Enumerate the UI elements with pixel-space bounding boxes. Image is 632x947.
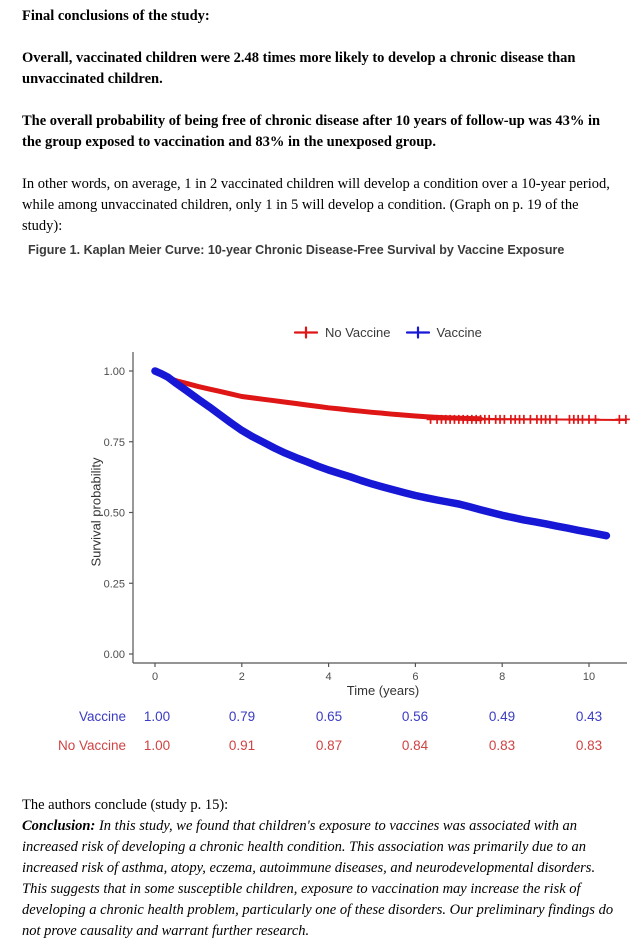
risk-value: 0.49	[488, 709, 516, 724]
y-tick-label: 1.00	[104, 366, 125, 378]
risk-value: 1.00	[143, 709, 171, 724]
risk-value: 0.83	[575, 738, 603, 753]
no-vaccine-curve	[152, 368, 483, 422]
x-tick-label: 4	[326, 671, 332, 683]
conclusion-paragraph: Conclusion: In this study, we found that…	[22, 816, 623, 942]
risk-value: 0.84	[401, 738, 429, 753]
risk-value: 0.91	[228, 738, 256, 753]
authors-conclude-line: The authors conclude (study p. 15):	[22, 797, 229, 813]
risk-value: 0.79	[228, 709, 256, 724]
intro-paragraph-plain-language: In other words, on average, 1 in 2 vacci…	[22, 176, 610, 234]
km-chart-svg: 0.00 0.25 0.50 0.75 1.00 0 2 4 6 8 10	[104, 352, 630, 683]
x-tick-label: 6	[412, 671, 418, 683]
risk-table-row-vaccine: Vaccine 1.00 0.79 0.65 0.56 0.49 0.43	[0, 709, 632, 729]
vaccine-curve	[151, 367, 611, 540]
x-axis-label: Time (years)	[346, 683, 420, 698]
risk-value: 0.56	[401, 709, 429, 724]
risk-table-row-no-vaccine: No Vaccine 1.00 0.91 0.87 0.84 0.83 0.83	[0, 738, 632, 758]
legend-label-no-vaccine: No Vaccine	[325, 324, 391, 340]
no-vaccine-marker-icon	[294, 325, 318, 339]
conclusion-text: In this study, we found that children's …	[22, 818, 614, 939]
intro-text-block: Final conclusions of the study: Overall,…	[22, 6, 618, 258]
x-tick-label: 0	[152, 671, 158, 683]
legend-label-vaccine: Vaccine	[436, 324, 482, 340]
y-tick-label: 0.75	[104, 437, 125, 449]
risk-row-label: Vaccine	[78, 709, 126, 724]
figure-title: Figure 1. Kaplan Meier Curve: 10-year Ch…	[28, 243, 565, 257]
y-tick-label: 0.00	[104, 649, 125, 661]
risk-value: 0.83	[488, 738, 516, 753]
risk-value: 0.43	[575, 709, 603, 724]
conclusion-label: Conclusion:	[22, 818, 96, 834]
risk-row-label: No Vaccine	[57, 738, 126, 753]
x-tick-label: 8	[499, 671, 505, 683]
risk-value: 0.65	[315, 709, 343, 724]
risk-value: 1.00	[143, 738, 171, 753]
intro-paragraph-probability: The overall probability of being free of…	[22, 113, 601, 150]
x-tick-label: 10	[583, 671, 595, 683]
footer-text-block: The authors conclude (study p. 15): Conc…	[22, 795, 623, 942]
y-tick-label: 0.50	[104, 508, 125, 520]
x-tick-label: 2	[239, 671, 245, 683]
y-axis-label: Survival probability	[88, 457, 104, 567]
vaccine-marker-icon	[405, 325, 430, 339]
intro-heading: Final conclusions of the study:	[22, 8, 210, 24]
intro-paragraph-risk-ratio: Overall, vaccinated children were 2.48 t…	[22, 50, 576, 87]
risk-value: 0.87	[315, 738, 343, 753]
y-tick-label: 0.25	[104, 578, 125, 590]
chart-legend: No Vaccine Vaccine	[294, 324, 482, 340]
